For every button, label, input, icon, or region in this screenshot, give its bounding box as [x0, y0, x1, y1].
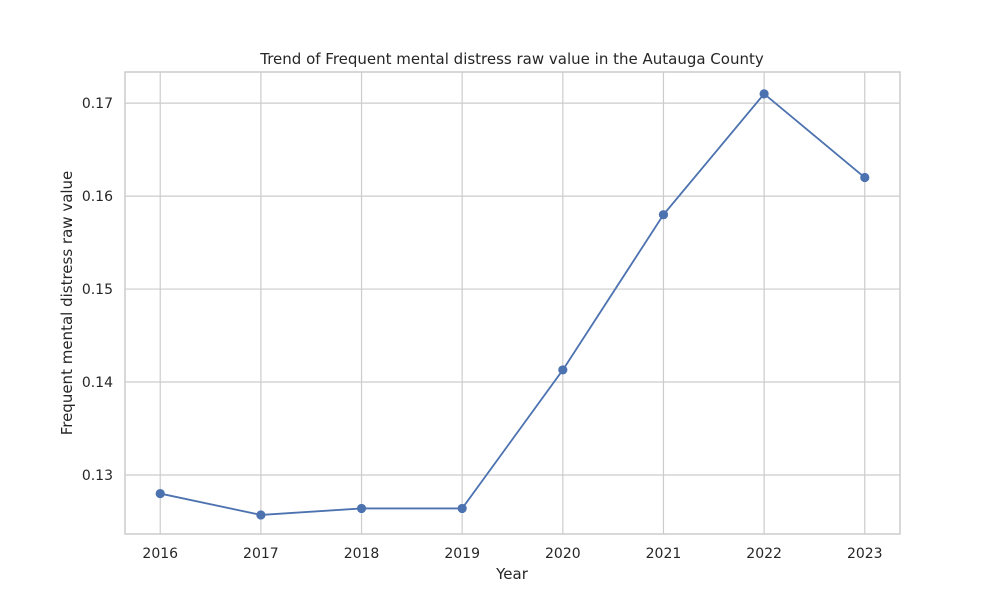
data-point [558, 365, 568, 375]
data-point [457, 503, 467, 514]
data-point [356, 503, 367, 514]
x-tick-label: 2022 [746, 546, 782, 562]
x-tick-label: 2018 [344, 546, 380, 562]
y-axis-ticks: 0.13 0.14 0.15 0.16 0.17 [82, 96, 113, 484]
x-axis-ticks: 2016 2017 2018 2019 2020 2021 2022 2023 [142, 546, 882, 562]
x-tick-label: 2016 [142, 546, 178, 562]
chart-title: Trend of Frequent mental distress raw va… [259, 50, 764, 68]
x-tick-label: 2020 [545, 546, 581, 562]
series-layer [155, 89, 870, 520]
y-tick-label: 0.16 [82, 189, 113, 205]
series-line [160, 92, 866, 516]
grid-lines [125, 72, 900, 534]
data-point [256, 510, 266, 520]
y-axis-label: Frequent mental distress raw value [58, 171, 76, 436]
x-axis-label: Year [495, 565, 529, 583]
data-point [860, 172, 870, 183]
x-tick-label: 2021 [646, 546, 682, 562]
x-tick-label: 2019 [444, 546, 480, 562]
data-point [155, 488, 165, 499]
y-tick-label: 0.17 [82, 96, 113, 112]
data-point [759, 89, 769, 99]
x-tick-label: 2017 [243, 546, 279, 562]
y-tick-label: 0.14 [82, 375, 113, 391]
y-tick-label: 0.13 [82, 468, 113, 484]
y-tick-label: 0.15 [82, 282, 113, 298]
data-point [658, 210, 669, 220]
x-tick-label: 2023 [847, 546, 883, 562]
plot-area-frame [124, 71, 901, 535]
